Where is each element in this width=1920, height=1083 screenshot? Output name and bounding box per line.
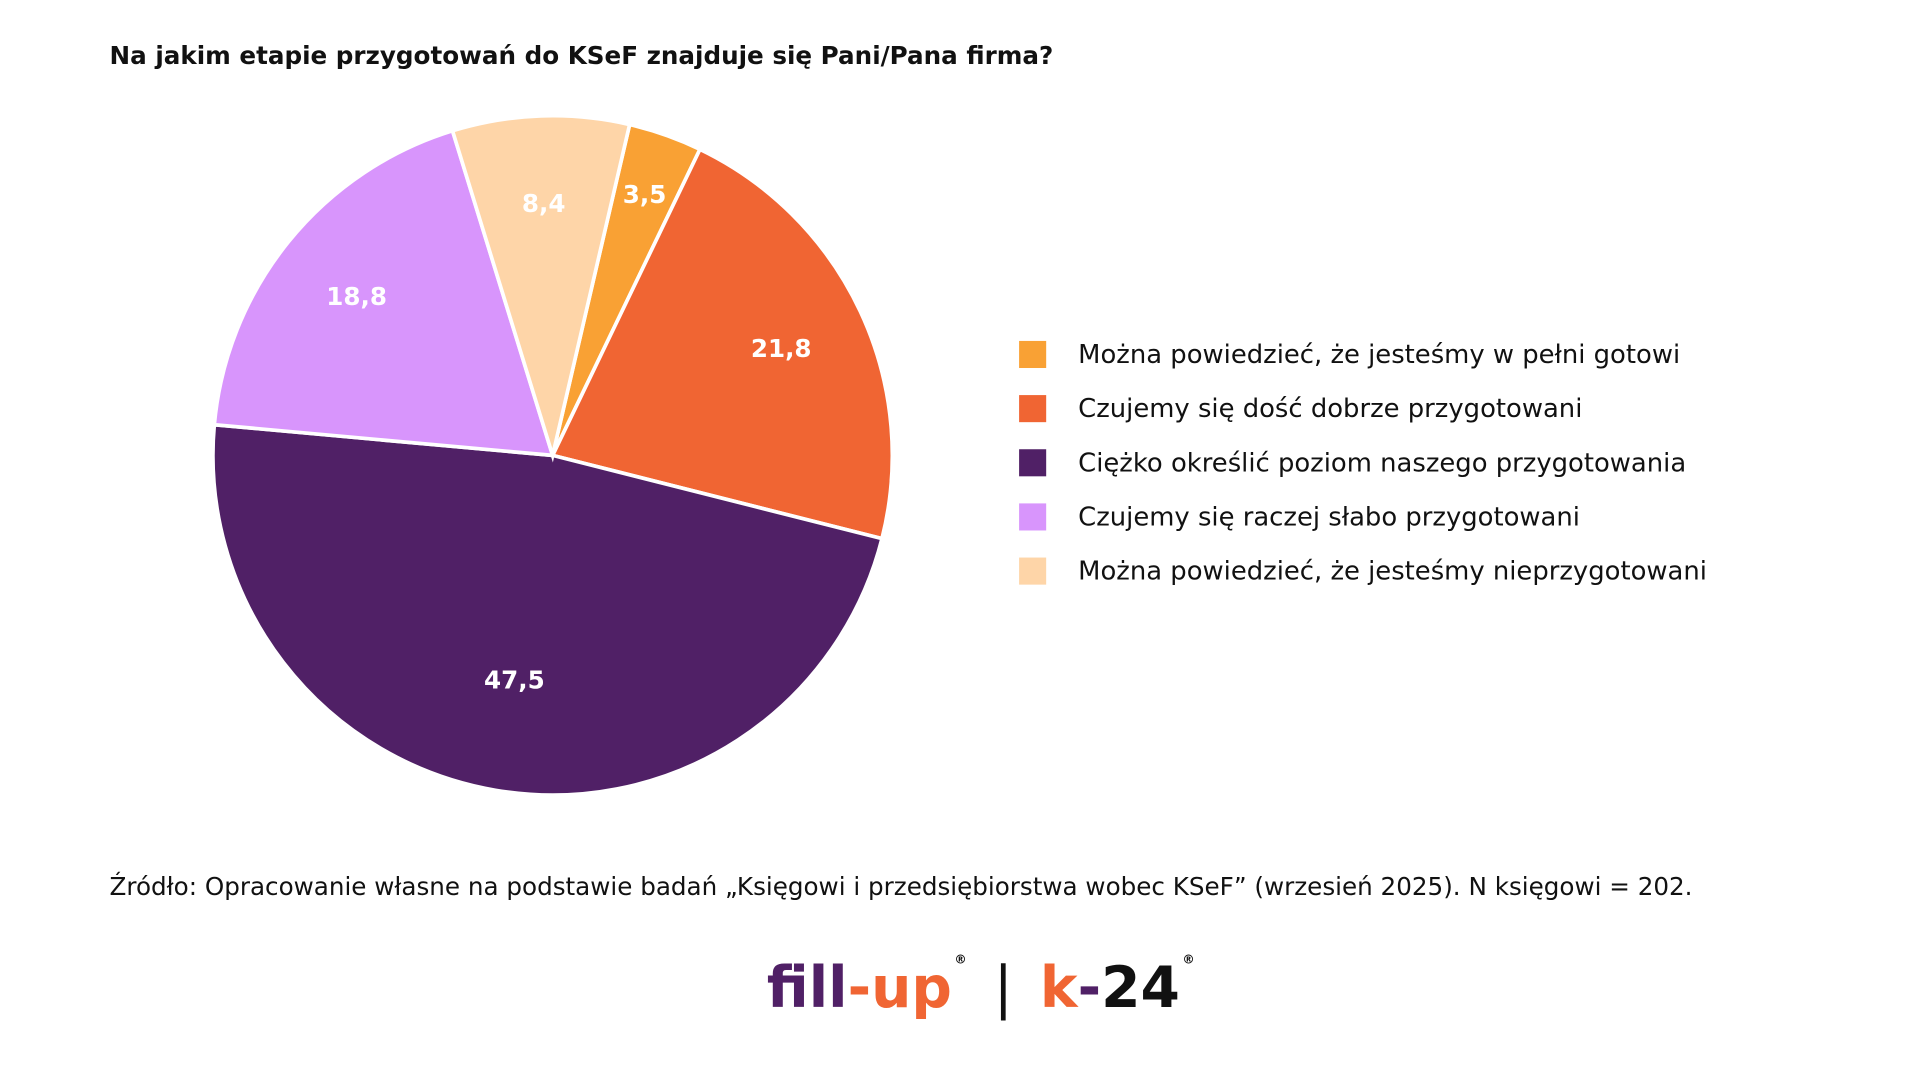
pie-slice [212,128,556,458]
logos: fill - up ® | k -24 ® [767,954,1195,1020]
pie-chart: 3,5 21,8 47,5 18,8 8,4 [211,113,895,797]
legend-swatch [1019,503,1047,531]
legend-item: Czujemy się raczej słabo przygotowani [1019,490,1707,544]
logo-separator: | [993,953,1013,1021]
legend-swatch [1019,557,1047,585]
k24-logo-k: k [1039,953,1078,1021]
slice-value-label: 18,8 [326,282,387,311]
pie-slice [549,146,895,541]
pie-slice [211,422,885,797]
k24-logo-24: 24 [1101,953,1180,1021]
legend-label: Ciężko określić poziom naszego przygotow… [1078,448,1687,478]
fillup-logo-dash: - [847,953,872,1021]
fillup-logo-fill: fill [766,953,848,1021]
legend-swatch [1019,449,1047,477]
slice-value-label: 47,5 [484,665,545,694]
k24-logo-dash: - [1077,953,1102,1021]
legend-label: Można powiedzieć, że jesteśmy nieprzygot… [1078,556,1707,586]
slice-value-label: 3,5 [623,180,667,209]
legend-label: Czujemy się raczej słabo przygotowani [1078,502,1580,532]
slice-value-label: 21,8 [751,334,812,363]
slice-value-label: 8,4 [522,189,566,218]
legend-item: Można powiedzieć, że jesteśmy nieprzygot… [1019,544,1707,598]
legend-swatch [1019,340,1047,369]
legend-swatch [1019,395,1047,423]
legend-item: Ciężko określić poziom naszego przygotow… [1019,436,1707,490]
pie-slice [450,113,632,463]
source-note: Źródło: Opracowanie własne na podstawie … [109,871,1693,901]
legend-item: Można powiedzieć, że jesteśmy w pełni go… [1019,327,1707,381]
fillup-logo-up: up [871,953,952,1021]
reg-mark: ® [1182,953,1195,968]
legend-label: Można powiedzieć, że jesteśmy w pełni go… [1078,339,1681,370]
legend-item: Czujemy się dość dobrze przygotowani [1019,382,1707,436]
chart-title: Na jakim etapie przygotowań do KSeF znaj… [109,40,1054,71]
reg-mark: ® [954,953,967,968]
legend: Można powiedzieć, że jesteśmy w pełni go… [1019,327,1707,598]
legend-label: Czujemy się dość dobrze przygotowani [1078,393,1583,424]
